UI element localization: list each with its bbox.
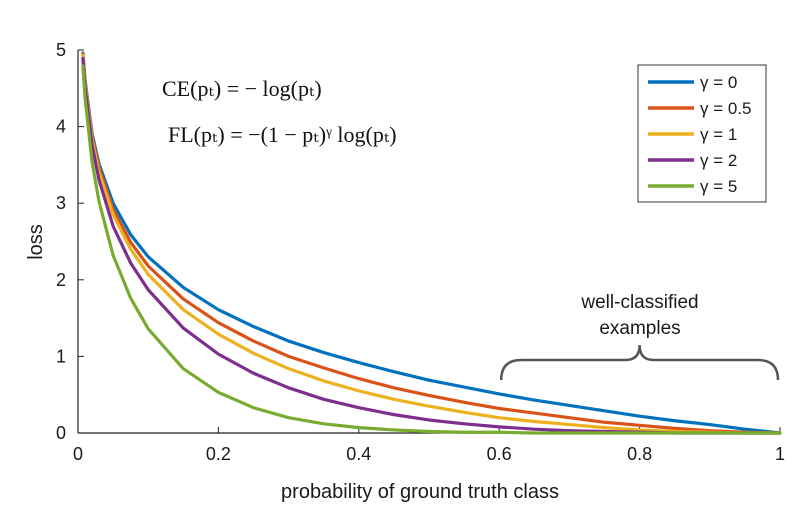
- x-tick-label: 0.6: [487, 444, 512, 464]
- series-line-1: [81, 52, 782, 435]
- y-tick-label: 2: [56, 270, 66, 290]
- x-tick-label: 1: [775, 444, 785, 464]
- fl-formula: FL(pₜ) = −(1 − pₜ)ᵞ log(pₜ): [168, 122, 397, 147]
- ce-formula: CE(pₜ) = − log(pₜ): [162, 76, 322, 101]
- annotation-line2: examples: [599, 318, 680, 339]
- y-tick-label: 0: [56, 423, 66, 443]
- legend-label-1: γ = 0.5: [700, 99, 752, 118]
- legend-label-4: γ = 5: [700, 177, 737, 196]
- y-tick-label: 5: [56, 40, 66, 60]
- y-tick-label: 1: [56, 346, 66, 366]
- series-line-0: [81, 51, 782, 435]
- series-line-2: [81, 53, 782, 435]
- legend-label-0: γ = 0: [700, 73, 737, 92]
- legend: γ = 0 γ = 0.5 γ = 1 γ = 2 γ = 5: [637, 64, 767, 203]
- legend-label-2: γ = 1: [700, 125, 737, 144]
- y-axis-title: loss: [25, 224, 47, 260]
- x-tick-label: 0: [73, 444, 83, 464]
- annotation-line1: well-classified: [580, 292, 698, 313]
- y-tick-label: 3: [56, 193, 66, 213]
- well-classified-annotation: well-classified examples: [499, 292, 780, 381]
- legend-label-3: γ = 2: [700, 151, 737, 170]
- x-tick-label: 0.4: [346, 444, 371, 464]
- x-tick-label: 0.8: [627, 444, 652, 464]
- annotation-brace: [499, 344, 780, 381]
- y-tick-label: 4: [56, 117, 66, 137]
- x-tick-label: 0.2: [206, 444, 231, 464]
- series-line-4: [81, 64, 782, 435]
- plot-area: 0 0.2 0.4 0.6 0.8 1 0 1 2 3 4 5: [56, 40, 785, 464]
- x-axis-title: probability of ground truth class: [281, 481, 559, 503]
